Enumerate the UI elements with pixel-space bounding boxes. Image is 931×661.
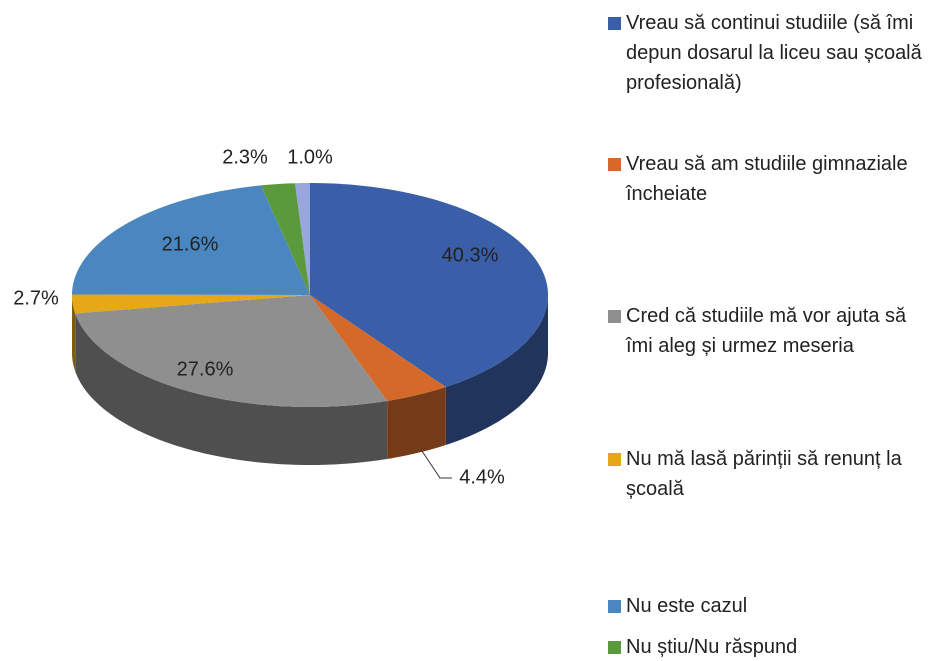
data-label: 27.6% [177, 358, 234, 380]
pie-slice [72, 185, 310, 295]
legend-label: Vreau să continui studiile (să îmi depun… [626, 12, 922, 94]
pie-slice [260, 183, 310, 295]
pie-area: 40.3% 4.4% 27.6% 2.7% 21.6% 2.3% 1.0% [13, 146, 548, 488]
pie-slice [295, 183, 310, 295]
legend-label: Nu este cazul [626, 595, 748, 617]
legend-item: Nu știu/Nu răspund [608, 632, 926, 661]
data-label: 21.6% [162, 233, 219, 255]
pie-slice [310, 295, 446, 401]
pie-side [445, 295, 548, 445]
data-label: 2.3% [222, 146, 268, 168]
legend-swatch [608, 158, 621, 171]
legend-item: Nu este cazul [608, 591, 926, 621]
legend-item: Cred că studiile mă vor ajuta să îmi ale… [608, 301, 926, 361]
legend-swatch [608, 453, 621, 466]
data-label: 40.3% [442, 244, 499, 266]
pie-side [72, 295, 76, 372]
legend-swatch [608, 17, 621, 30]
pie-side [387, 386, 446, 459]
legend-item: Nu mă lasă părinții să renunț la școală [608, 444, 926, 504]
legend-label: Nu mă lasă părinții să renunț la școală [626, 448, 902, 500]
data-label: 1.0% [287, 146, 333, 168]
data-label: 4.4% [459, 466, 505, 488]
legend-label: Cred că studiile mă vor ajuta să îmi ale… [626, 305, 907, 357]
pie-slice [72, 294, 310, 314]
leader-line [419, 447, 452, 479]
legend-swatch [608, 310, 621, 323]
legend-swatch [608, 641, 621, 654]
pie-slice [75, 295, 388, 407]
pie-side [75, 313, 388, 465]
pie-slice [310, 183, 548, 387]
legend-swatch [608, 600, 621, 613]
data-label: 2.7% [13, 287, 59, 309]
legend-label: Vreau să am studiile gimnaziale încheiat… [626, 153, 908, 205]
legend-item: Vreau să am studiile gimnaziale încheiat… [608, 149, 926, 209]
legend-item: Vreau să continui studiile (să îmi depun… [608, 8, 926, 98]
legend-label: Nu știu/Nu răspund [626, 636, 798, 658]
